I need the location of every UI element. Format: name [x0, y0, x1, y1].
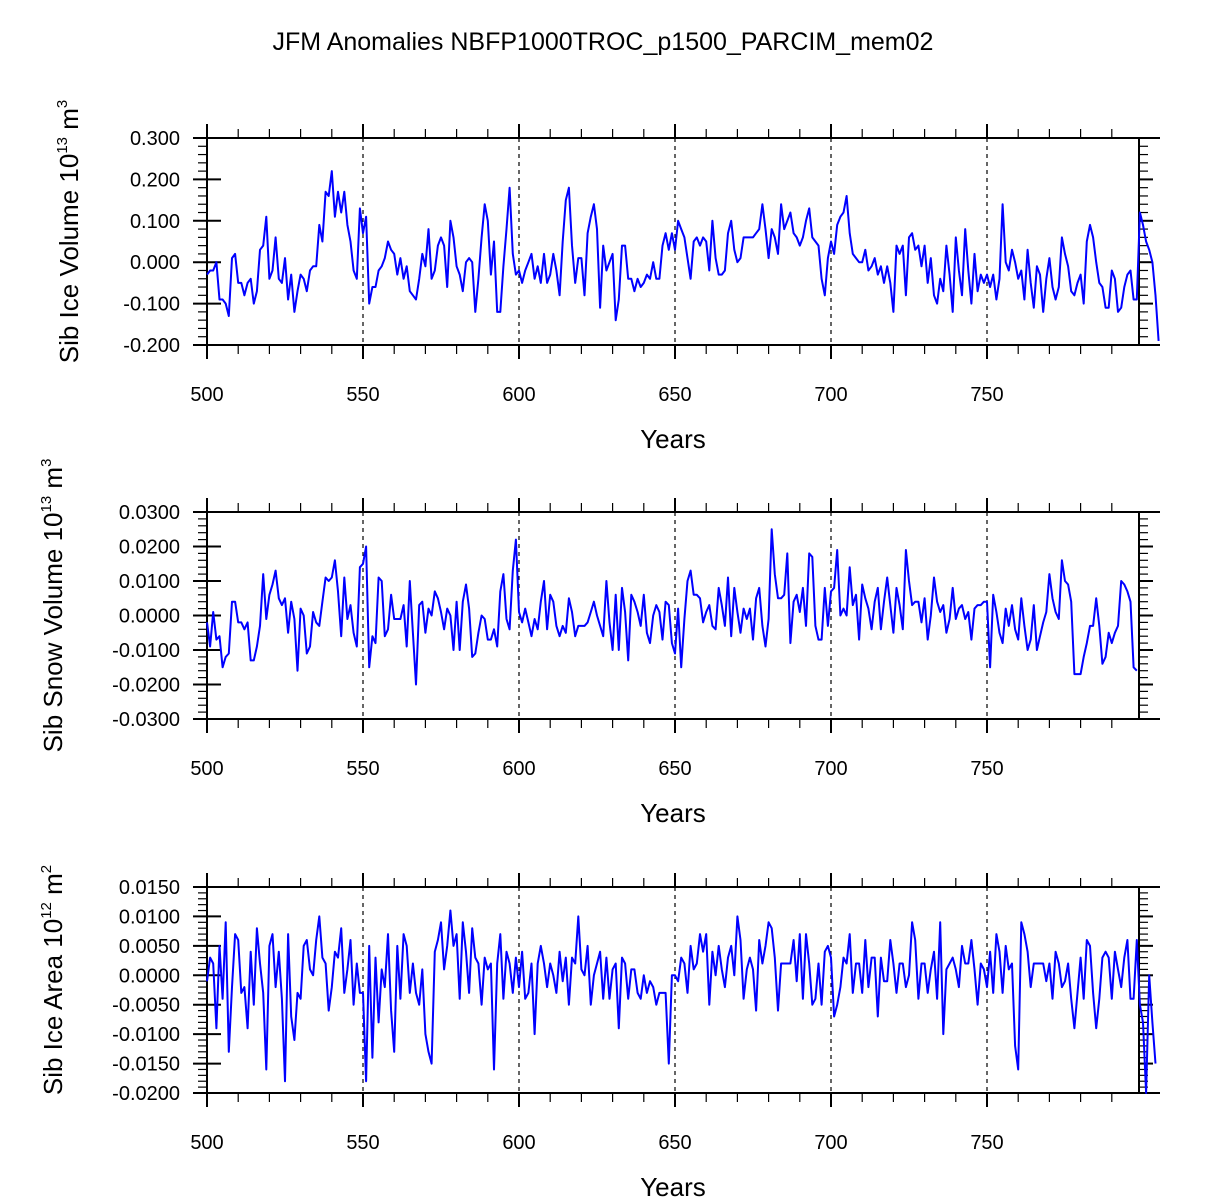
x-tick-label: 550	[346, 384, 379, 406]
x-tick-label: 650	[658, 1132, 691, 1154]
y-tick-label: -0.0200	[112, 675, 180, 697]
panel-ice-volume: 500 550 600 650 700 750 Years 0.300 0.200 0.100 0.…	[54, 100, 1160, 454]
x-tick-label: 750	[970, 758, 1003, 780]
x-tick-label: 700	[814, 384, 847, 406]
y-tick-label: 0.0000	[119, 606, 180, 628]
y-tick-label: 0.000	[130, 252, 180, 274]
x-tick-label: 600	[502, 384, 535, 406]
y-tick-label: 0.0100	[119, 571, 180, 593]
y-tick-label: -0.100	[123, 294, 180, 316]
x-tick-label: 500	[190, 384, 223, 406]
x-tick-label: 600	[502, 1132, 535, 1154]
x-tick-label: 750	[970, 384, 1003, 406]
y-tick-label: 0.0200	[119, 537, 180, 559]
y-tick-label: 0.100	[130, 211, 180, 233]
y-tick-label: -0.200	[123, 335, 180, 357]
y-tick-label: 0.0150	[119, 877, 180, 899]
x-tick-label: 600	[502, 758, 535, 780]
data-series-line	[206, 170, 1160, 341]
panel-snow-volume: 500 550 600 650 700 750 Years 0.0300 0.0200 0.010…	[38, 459, 1160, 828]
y-tick-label: 0.0100	[119, 906, 180, 928]
y-axis-title: Sib Snow Volume 1013 m3	[38, 459, 68, 753]
x-tick-label: 500	[190, 758, 223, 780]
x-tick-label: 700	[814, 758, 847, 780]
x-tick-label: 550	[346, 1132, 379, 1154]
y-tick-label: -0.0100	[112, 1024, 180, 1046]
x-tick-label: 650	[658, 384, 691, 406]
x-tick-label: 550	[346, 758, 379, 780]
y-tick-label: -0.0100	[112, 640, 180, 662]
y-axis-title: Sib Ice Volume 1013 m3	[54, 100, 84, 364]
y-tick-label: 0.0300	[119, 502, 180, 524]
chart-title: JFM Anomalies NBFP1000TROC_p1500_PARCIM_…	[273, 28, 934, 56]
y-tick-label: 0.0000	[119, 965, 180, 987]
y-tick-label: 0.200	[130, 169, 180, 191]
y-tick-label: 0.0050	[119, 936, 180, 958]
panel-ice-area: 500 550 600 650 700 750 Years 0.0150 0.0100 0.005…	[38, 865, 1160, 1202]
y-tick-label: 0.300	[130, 128, 180, 150]
y-tick-label: -0.0150	[112, 1054, 180, 1076]
x-axis-title: Years	[640, 798, 706, 828]
x-axis-title: Years	[640, 1172, 706, 1202]
data-series-line	[206, 909, 1157, 1094]
y-axis-title: Sib Ice Area 1012 m2	[38, 865, 68, 1095]
x-tick-label: 500	[190, 1132, 223, 1154]
x-tick-label: 650	[658, 758, 691, 780]
x-axis-title: Years	[640, 424, 706, 454]
data-series-line	[206, 528, 1138, 686]
y-tick-label: -0.0200	[112, 1083, 180, 1105]
y-tick-label: -0.0300	[112, 709, 180, 731]
y-tick-label: -0.0050	[112, 995, 180, 1017]
x-tick-label: 700	[814, 1132, 847, 1154]
x-tick-label: 750	[970, 1132, 1003, 1154]
